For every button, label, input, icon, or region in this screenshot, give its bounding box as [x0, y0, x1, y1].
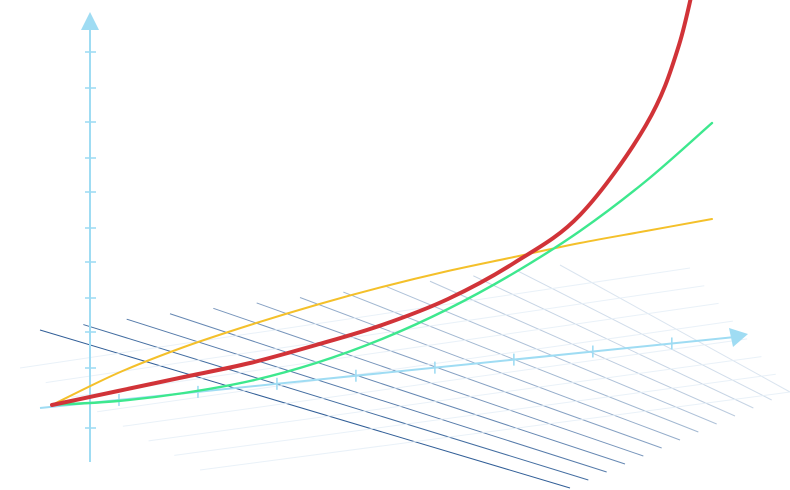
series-line-quadratic	[50, 121, 714, 407]
y-axis-arrow	[81, 12, 99, 30]
grid-line	[429, 280, 736, 417]
grid-line	[559, 264, 790, 393]
series-group	[50, 0, 714, 407]
grid-line	[19, 267, 691, 369]
grid-line	[97, 320, 733, 413]
grid-line	[299, 297, 681, 441]
floor-grid	[19, 264, 790, 489]
grid-line	[39, 329, 571, 489]
grid-line	[174, 373, 776, 456]
grid-line	[122, 338, 748, 427]
grid-line	[45, 285, 705, 384]
grid-line	[473, 275, 754, 409]
grid-line	[343, 291, 699, 433]
grid-line	[213, 307, 644, 457]
grid-line	[256, 302, 662, 449]
x-axis-arrow	[729, 328, 748, 347]
grid-line	[71, 302, 719, 398]
grid-line	[169, 313, 626, 465]
grid-line	[126, 318, 607, 473]
axes	[39, 12, 748, 462]
grid-line	[148, 356, 762, 442]
grid-line	[83, 324, 589, 481]
series-line-divergent	[50, 0, 693, 407]
series-line-saturating	[51, 218, 713, 406]
grid-line	[516, 269, 772, 401]
grid-line	[199, 391, 790, 471]
